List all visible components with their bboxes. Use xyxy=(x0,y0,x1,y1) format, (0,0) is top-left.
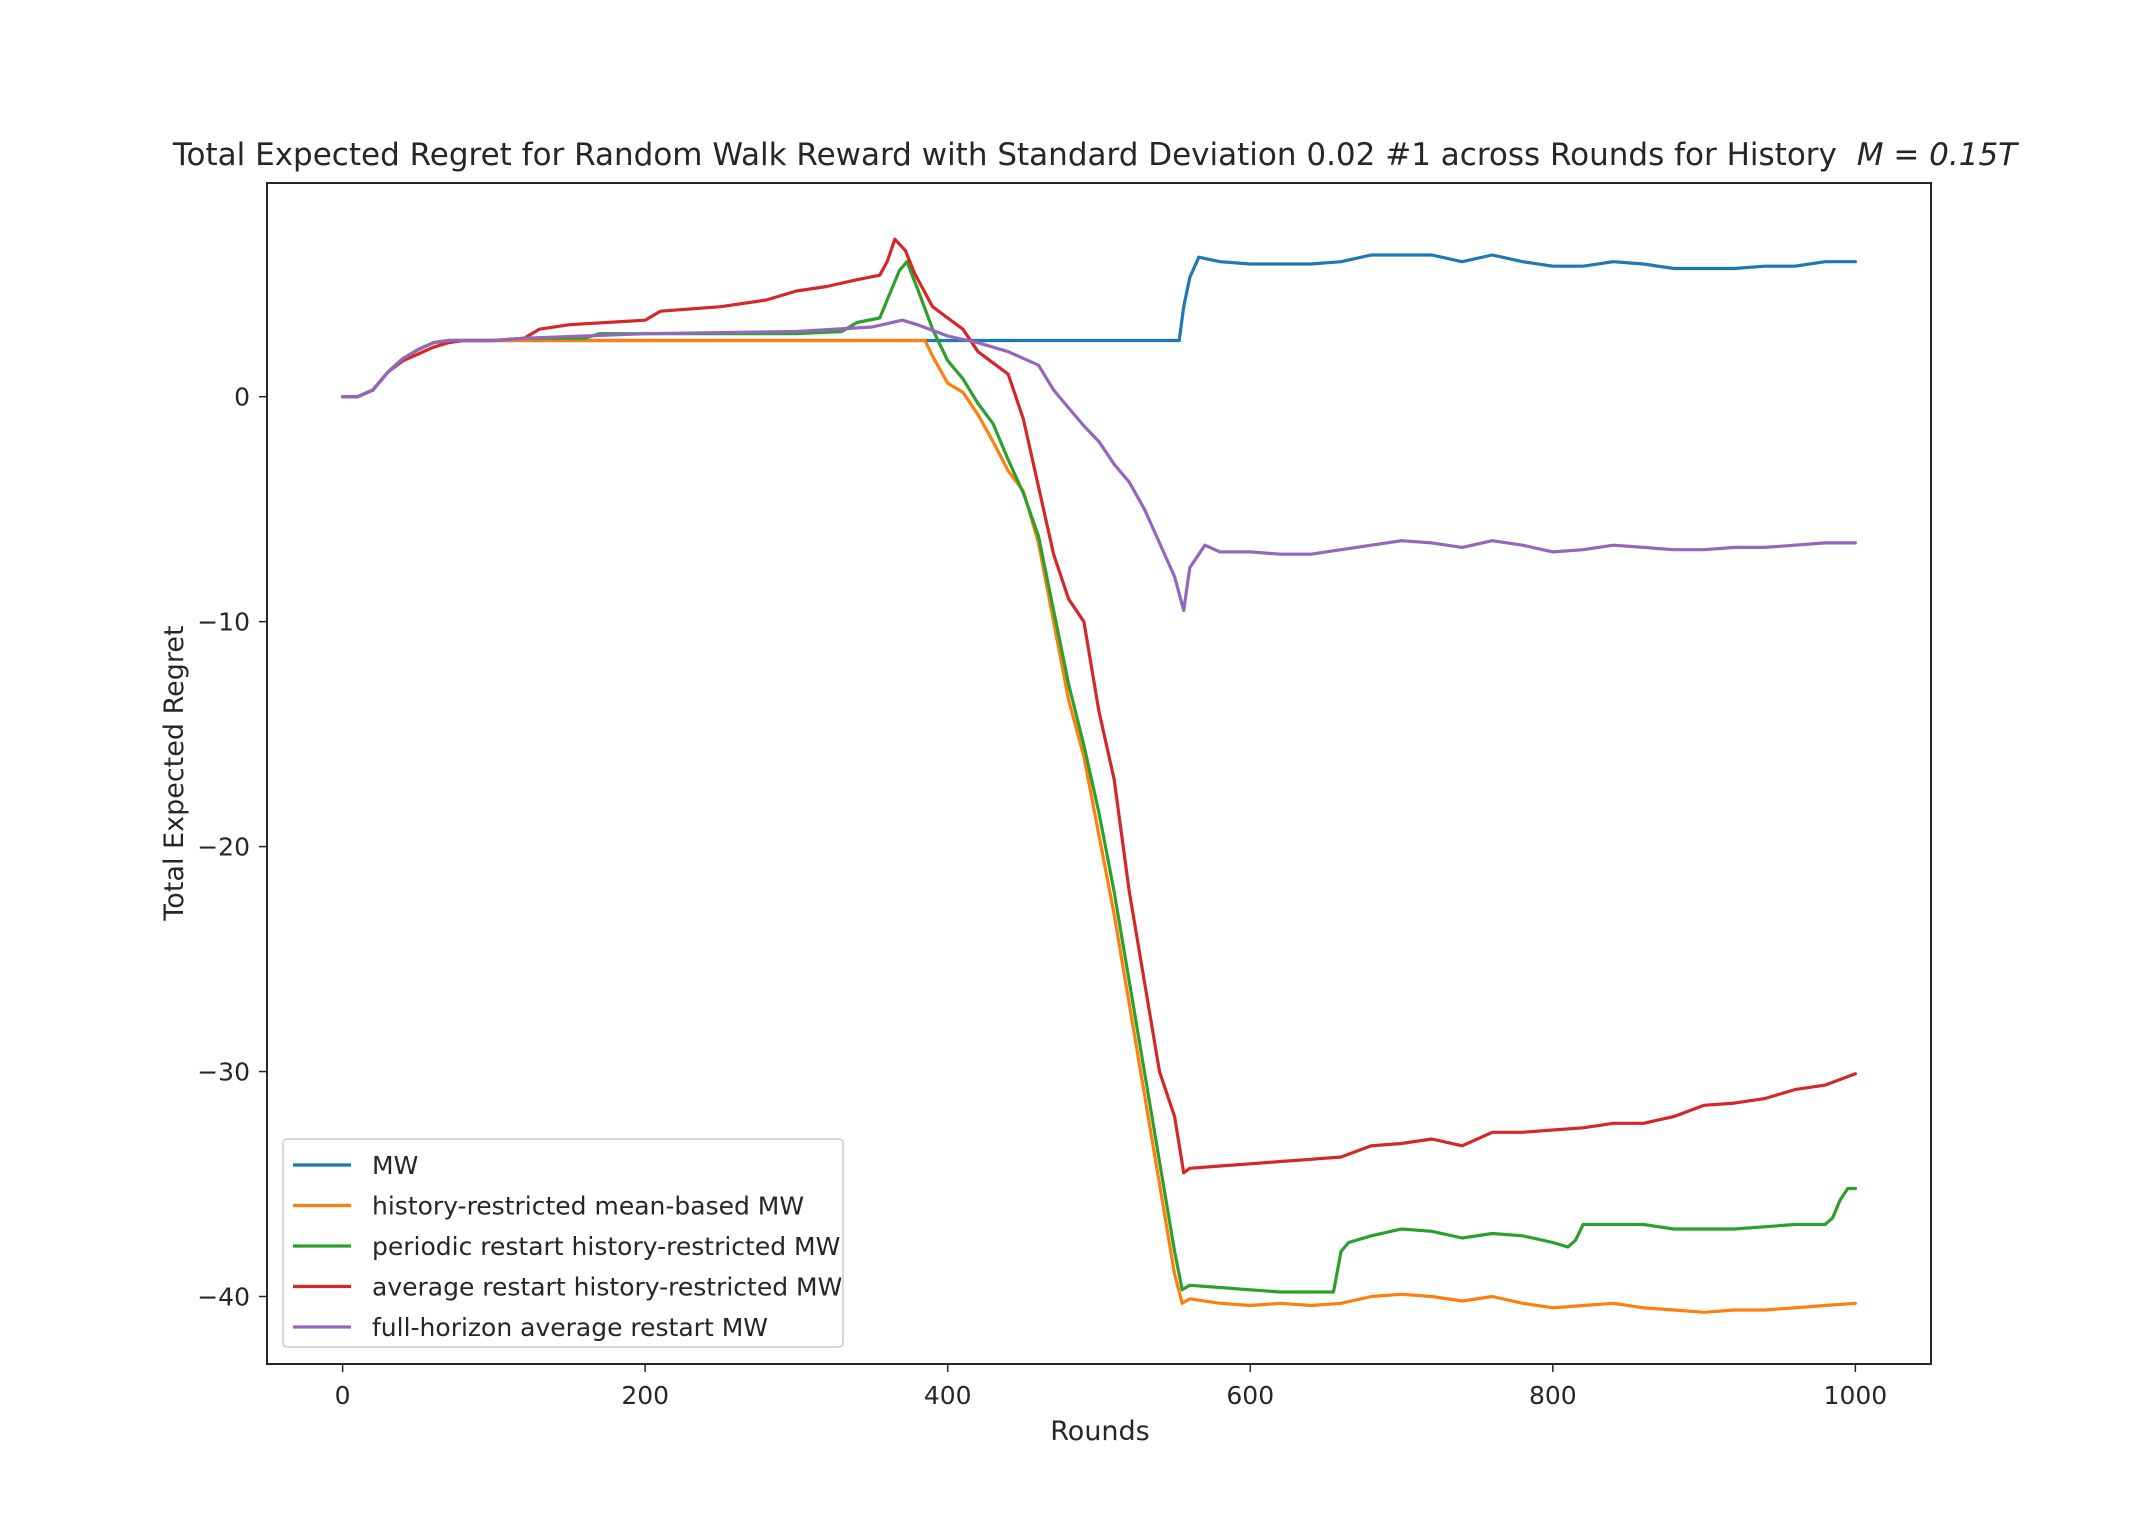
plot-frame xyxy=(266,182,1932,1365)
x-tick-label: 800 xyxy=(1529,1381,1577,1410)
y-axis: 0 −10 −20 −30 −40 xyxy=(197,383,267,1312)
chart-title-math: M = 0.15T xyxy=(1857,137,2019,173)
legend-label-3: periodic restart history-restricted MW xyxy=(372,1232,840,1261)
legend: MW history-restricted mean-based MW period… xyxy=(282,1138,844,1348)
x-tick-label: 200 xyxy=(621,1381,669,1410)
x-axis-label: Rounds xyxy=(1050,1416,1150,1447)
series-line-5 xyxy=(341,318,1858,613)
y-tick-label: −40 xyxy=(197,1283,250,1312)
legend-label-2: history-restricted mean-based MW xyxy=(372,1192,804,1221)
y-tick-label: −20 xyxy=(197,833,250,862)
series-layer xyxy=(341,237,1858,1314)
x-tick-label: 1000 xyxy=(1824,1381,1888,1410)
chart-title: Total Expected Regret for Random Walk Re… xyxy=(172,137,2019,173)
x-axis: 0 200 400 600 800 1000 xyxy=(335,1364,1887,1410)
series-line-4 xyxy=(341,237,1858,1175)
x-tick-label: 400 xyxy=(924,1381,972,1410)
legend-label-4: average restart history-restricted MW xyxy=(372,1273,842,1302)
x-tick-label: 0 xyxy=(335,1381,351,1410)
y-tick-label: −30 xyxy=(197,1058,250,1087)
plot-area xyxy=(266,182,1932,1365)
legend-box xyxy=(282,1138,844,1348)
legend-label-5: full-horizon average restart MW xyxy=(372,1313,768,1342)
legend-label-1: MW xyxy=(372,1151,418,1180)
y-axis-label: Total Expected Regret xyxy=(159,625,190,921)
y-tick-label: −10 xyxy=(197,608,250,637)
x-tick-label: 600 xyxy=(1226,1381,1274,1410)
y-tick-label: 0 xyxy=(234,383,250,412)
